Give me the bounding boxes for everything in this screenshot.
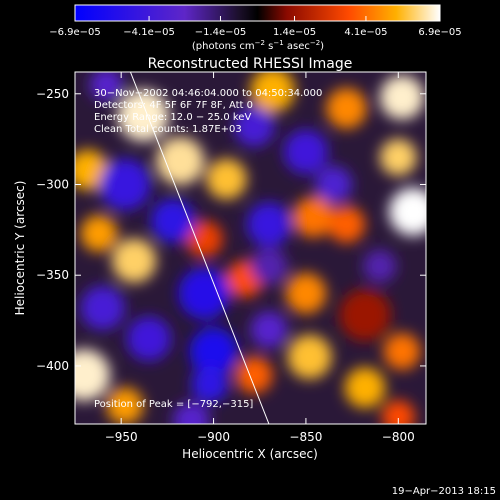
image-area xyxy=(75,72,426,424)
image-blob xyxy=(156,136,205,185)
footer-timestamp: 19−Apr−2013 18:15 xyxy=(392,486,496,497)
y-tick-label: −350 xyxy=(36,268,69,282)
image-blob xyxy=(235,356,273,394)
annotation-detectors: Detectors: 4F 5F 6F 7F 8F, Att 0 xyxy=(94,100,253,111)
image-blob xyxy=(285,273,327,314)
colorbar-unit-part: s xyxy=(265,41,273,52)
image-blob xyxy=(99,158,151,211)
colorbar-unit-part: −2 xyxy=(310,39,320,47)
image-blob xyxy=(328,205,366,243)
image-blob xyxy=(246,202,292,247)
annotation-peak: Position of Peak = [−792,−315] xyxy=(94,399,253,410)
image-blob xyxy=(339,289,391,341)
image-blob xyxy=(185,220,223,258)
image-blob xyxy=(326,87,367,129)
image-blob xyxy=(106,387,144,424)
annotations: 30−Nov−2002 04:46:04.000 to 04:50:34.000… xyxy=(94,88,322,410)
colorbar-unit-part: ) xyxy=(320,41,324,52)
image-blob xyxy=(80,215,118,252)
image-blob xyxy=(111,238,157,283)
colorbar-tick-label: −1.4e−05 xyxy=(195,27,247,38)
colorbar xyxy=(74,4,441,22)
chart-title: Reconstructed RHESSI Image xyxy=(148,56,353,72)
image-blob xyxy=(344,367,386,409)
colorbar-labels: −6.9e−05 −4.1e−05 −1.4e−05 1.4e−05 4.1e−05 6.… xyxy=(49,27,461,38)
image-blob xyxy=(287,334,332,380)
image-blob xyxy=(379,138,417,176)
image-blob xyxy=(191,365,229,403)
colorbar-tick-label: −4.1e−05 xyxy=(123,27,175,38)
y-tick-label: −250 xyxy=(36,87,69,101)
image-blob xyxy=(126,316,172,361)
image-blob xyxy=(178,267,231,320)
x-tick-label: −900 xyxy=(197,430,230,444)
x-axis-label: Heliocentric X (arcsec) xyxy=(182,447,318,461)
x-axis: −950 −900 −850 −800 xyxy=(105,72,415,444)
image-blob xyxy=(233,106,275,147)
image-blob xyxy=(292,196,334,238)
image-blob xyxy=(75,349,111,401)
image-blob xyxy=(363,249,397,283)
annotation-method: Clean Total counts: 1.87E+03 xyxy=(94,124,242,135)
colorbar-tick-label: 1.4e−05 xyxy=(273,27,316,38)
y-tick-label: −400 xyxy=(36,359,69,373)
colorbar-unit-part: −1 xyxy=(273,39,283,47)
colorbar-unit-part: −2 xyxy=(255,39,265,47)
image-blob xyxy=(89,72,124,102)
image-blob xyxy=(206,158,247,200)
annotation-time-range: 30−Nov−2002 04:46:04.000 to 04:50:34.000 xyxy=(94,88,322,99)
colorbar-tick-label: 6.9e−05 xyxy=(418,27,461,38)
x-tick-label: −850 xyxy=(289,430,322,444)
image-blob xyxy=(315,166,353,203)
image-blob xyxy=(189,327,238,376)
y-tick-label: −300 xyxy=(36,177,69,191)
colorbar-unit-part: asec xyxy=(284,41,310,52)
colorbar-unit: (photons cm−2 s−1 asec−2) xyxy=(192,39,324,52)
colorbar-tick-label: 4.1e−05 xyxy=(344,27,387,38)
x-tick-label: −950 xyxy=(105,430,138,444)
image-blob xyxy=(117,89,170,142)
colorbar-ticks xyxy=(74,16,441,21)
image-blob xyxy=(172,401,210,424)
y-axis: −250 −300 −350 −400 xyxy=(36,87,426,373)
image-blob xyxy=(283,129,329,175)
y-axis-label: Heliocentric Y (arcsec) xyxy=(13,181,27,316)
colorbar-unit-part: (photons cm xyxy=(192,41,255,52)
image-blob xyxy=(381,400,415,424)
image-blob xyxy=(250,72,295,113)
image-blob xyxy=(150,198,196,243)
colorbar-tick-label: −6.9e−05 xyxy=(49,27,101,38)
annotation-energy-range: Energy Range: 12.0 − 25.0 keV xyxy=(94,112,251,123)
image-blob xyxy=(80,285,125,331)
image-blob xyxy=(383,332,421,370)
image-blob xyxy=(250,247,288,285)
image-blob xyxy=(379,75,425,120)
plot-frame xyxy=(74,71,427,425)
x-tick-label: −800 xyxy=(382,430,415,444)
image-blob xyxy=(389,187,426,236)
solar-limb-line xyxy=(129,72,270,424)
image-blob xyxy=(250,311,288,349)
